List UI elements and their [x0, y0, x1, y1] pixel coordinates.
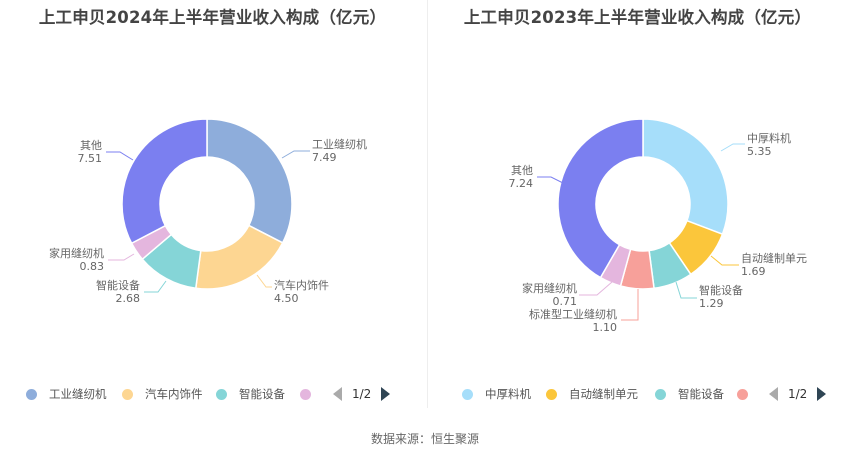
legend-dot-icon [737, 388, 748, 400]
legend-item[interactable]: 工业缝纫机 [26, 385, 107, 403]
leader-line [281, 150, 310, 159]
slice-label-value: 1.69 [741, 265, 766, 278]
leader-line [720, 143, 745, 152]
legend-dot-icon [546, 388, 557, 400]
legend-dot-icon [26, 388, 37, 400]
legend-item[interactable] [737, 385, 760, 403]
legend-dot-icon [122, 388, 133, 400]
slice-label-name: 标准型工业缝纫机 [529, 307, 617, 321]
slice-label-name: 自动缝制单元 [741, 251, 807, 265]
donut-slice[interactable] [121, 118, 208, 245]
slice-label-value: 7.51 [78, 152, 103, 165]
slice-label-value: 1.29 [699, 297, 724, 310]
leader-line [579, 281, 613, 296]
slice-label-value: 7.49 [312, 151, 337, 164]
leader-line [675, 281, 697, 299]
legend-label: 工业缝纫机 [49, 387, 107, 401]
leader-line [108, 253, 135, 261]
panel-divider [427, 0, 428, 408]
chart-panel-2024: 上工申贝2024年上半年营业收入构成（亿元） 工业缝纫机 7.49 汽车内饰件 … [0, 0, 425, 410]
slice-label-name: 家用缝纫机 [49, 246, 104, 260]
leader-line [106, 151, 134, 161]
slice-label-name: 其他 [511, 164, 533, 177]
legend-dot-icon [300, 388, 311, 400]
slice-label-value: 0.71 [553, 295, 578, 308]
legend-page-indicator: 1/2 [352, 387, 372, 401]
leader-line [256, 274, 272, 288]
legend-label: 自动缝制单元 [569, 387, 638, 401]
slice-label-value: 2.68 [116, 292, 141, 305]
next-page-icon[interactable] [817, 387, 827, 401]
legend-item[interactable] [300, 385, 323, 403]
leader-line [537, 176, 564, 184]
legend-page-indicator: 1/2 [788, 387, 808, 401]
leader-line [621, 289, 639, 321]
legend-label: 智能设备 [678, 387, 724, 401]
slice-label-value: 1.10 [593, 321, 618, 334]
slice-label-value: 4.50 [274, 292, 299, 305]
donut-slice[interactable] [642, 118, 729, 236]
legend-item[interactable]: 汽车内饰件 [122, 385, 203, 403]
donut-slice[interactable] [206, 118, 293, 244]
legend-label: 智能设备 [239, 387, 285, 401]
legend-item[interactable]: 自动缝制单元 [546, 385, 638, 403]
donut-chart-2023: 中厚料机 5.35 自动缝制单元 1.69 智能设备 1.29 标准型工业缝纫机… [509, 118, 807, 334]
data-source-note: 数据来源：恒生聚源 [370, 432, 479, 446]
chart-title-2023: 上工申贝2023年上半年营业收入构成（亿元） [463, 8, 812, 27]
slice-label-value: 7.24 [509, 177, 534, 190]
donut-chart-2024: 工业缝纫机 7.49 汽车内饰件 4.50 智能设备 2.68 家用缝纫机 0.… [49, 118, 367, 305]
leader-line [710, 255, 739, 266]
slice-label-value: 0.83 [80, 260, 105, 273]
slice-label-value: 5.35 [747, 145, 772, 158]
leader-line [144, 280, 167, 293]
next-page-icon[interactable] [381, 387, 391, 401]
slice-label-name: 汽车内饰件 [274, 278, 329, 292]
slice-label-name: 智能设备 [699, 283, 743, 297]
slice-label-name: 家用缝纫机 [522, 281, 577, 295]
legend-dot-icon [462, 388, 473, 400]
legend-dot-icon [216, 388, 227, 400]
slice-label-name: 智能设备 [96, 278, 140, 292]
legend-item[interactable]: 智能设备 [216, 385, 285, 403]
legend-pager: 1/2 [769, 385, 827, 403]
slice-label-name: 工业缝纫机 [312, 137, 367, 151]
slice-label-name: 其他 [80, 139, 102, 152]
donut-slices-2023 [557, 118, 729, 290]
legend-item[interactable]: 中厚料机 [462, 385, 531, 403]
legend-2024: 工业缝纫机 汽车内饰件 智能设备 1/2 [0, 385, 425, 403]
donut-slice[interactable] [557, 118, 644, 279]
chart-panel-2023: 上工申贝2023年上半年营业收入构成（亿元） 中厚料机 5.35 自动缝制单元 … [425, 0, 850, 410]
legend-pager: 1/2 [333, 385, 391, 403]
slice-label-name: 中厚料机 [747, 131, 791, 145]
prev-page-icon[interactable] [769, 387, 778, 401]
legend-label: 汽车内饰件 [145, 387, 203, 401]
donut-slices-2024 [121, 118, 293, 290]
legend-2023: 中厚料机 自动缝制单元 智能设备 1/2 [425, 385, 850, 403]
legend-item[interactable]: 智能设备 [655, 385, 724, 403]
chart-title-2024: 上工申贝2024年上半年营业收入构成（亿元） [38, 8, 387, 27]
legend-label: 中厚料机 [485, 387, 531, 401]
prev-page-icon[interactable] [333, 387, 342, 401]
legend-dot-icon [655, 388, 666, 400]
